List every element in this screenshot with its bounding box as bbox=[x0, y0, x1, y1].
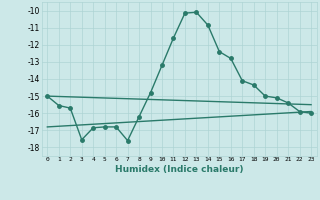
X-axis label: Humidex (Indice chaleur): Humidex (Indice chaleur) bbox=[115, 165, 244, 174]
